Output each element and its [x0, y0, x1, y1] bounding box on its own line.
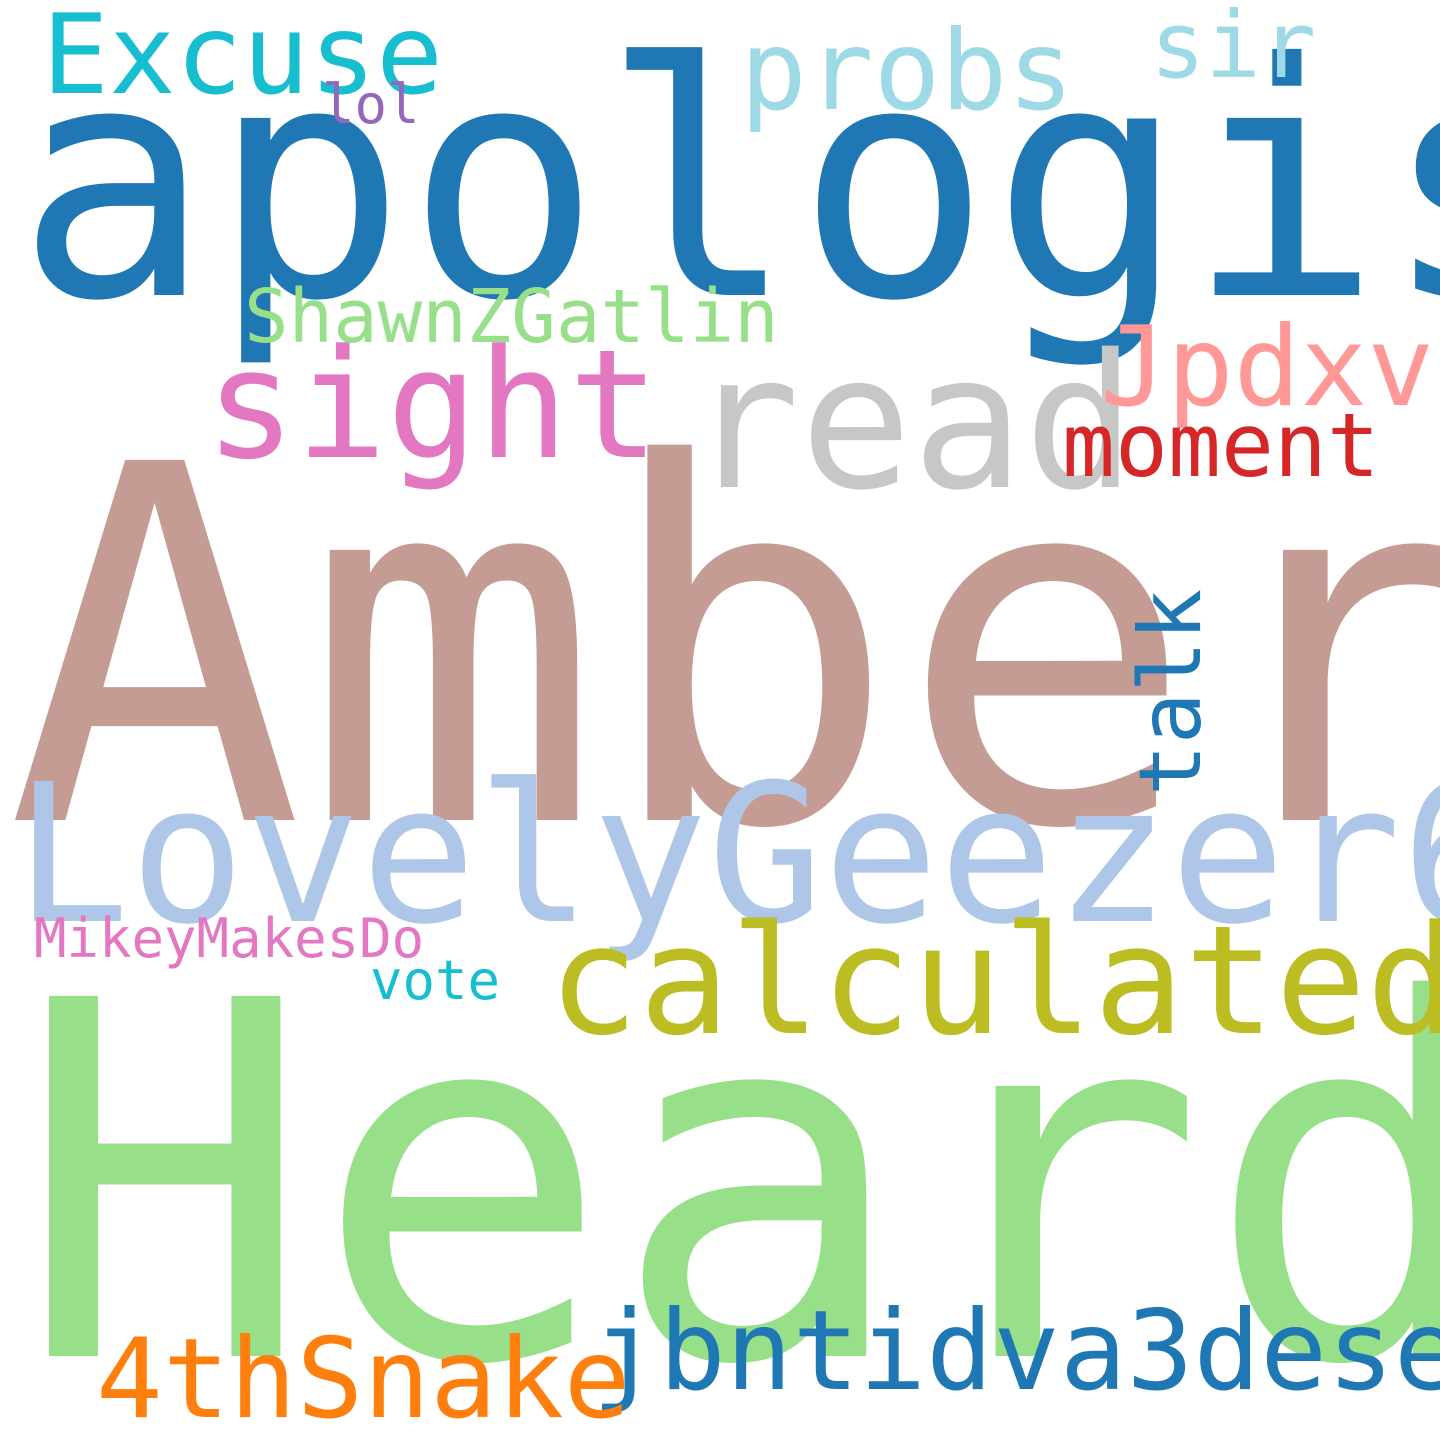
word-heard: Heard	[16, 897, 1440, 1440]
word-apologist: apologist	[16, 0, 1440, 372]
word-moment: moment	[1062, 394, 1380, 497]
word-jpdxvo: Jpdxvo	[1100, 303, 1440, 432]
word-probs: probs	[740, 7, 1075, 136]
word-lovelygeezer65: LovelyGeezer65	[14, 744, 1440, 967]
word-talk: talk	[1121, 588, 1221, 796]
word-calculated: calculated	[548, 893, 1440, 1069]
word-excuse: Excuse	[42, 0, 443, 120]
word-vote: vote	[370, 949, 501, 1012]
word-amber: Amber	[6, 361, 1440, 937]
word-read: read	[688, 314, 1136, 531]
word-mikeymakesdo: MikeyMakesDo	[34, 907, 425, 970]
word-shawnzgatlin: ShawnZGatlin	[244, 274, 779, 360]
word-sight: sight	[205, 317, 660, 493]
word-4thsnake: 4thSnake	[96, 1315, 631, 1440]
word-lol: lol	[322, 73, 420, 136]
word-jbntidva3deset: jbntidva3deset	[592, 1287, 1440, 1416]
word-sir: sir	[1150, 0, 1317, 99]
